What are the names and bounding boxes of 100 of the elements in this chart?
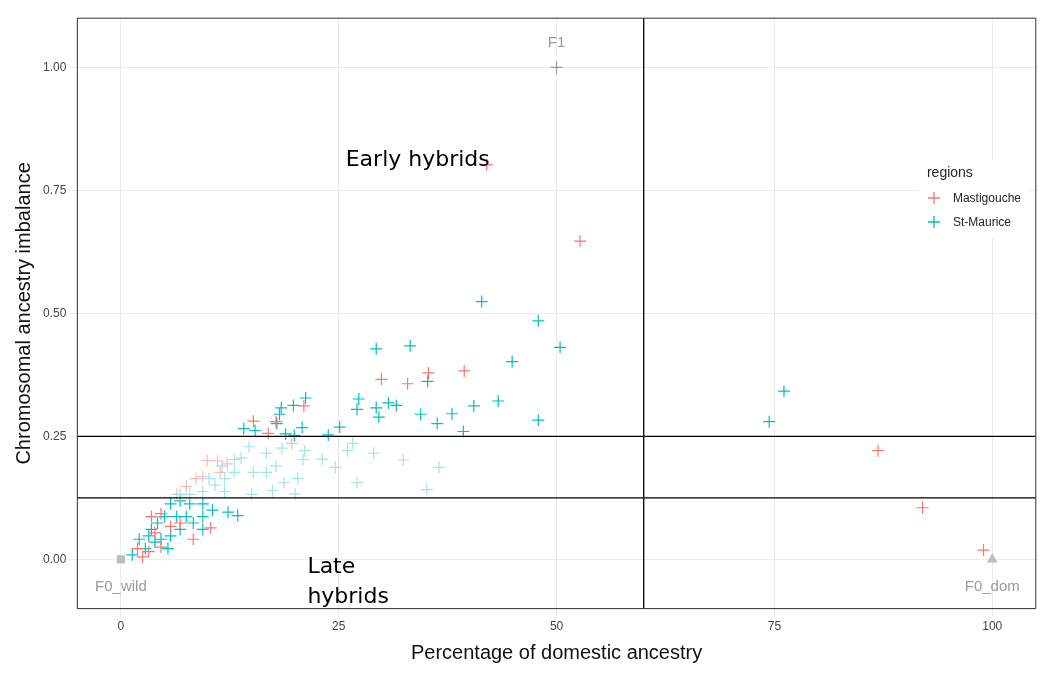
point [189, 472, 203, 486]
point [987, 553, 998, 563]
point [400, 377, 415, 391]
annotation: Early hybrids [345, 145, 490, 171]
point [237, 421, 251, 436]
x-tick-label: 100 [982, 619, 1003, 634]
point [549, 60, 564, 74]
point [132, 532, 146, 546]
point [299, 391, 313, 405]
legend-title: regions [926, 164, 974, 180]
point [777, 384, 791, 398]
point [346, 436, 360, 450]
point [297, 399, 311, 413]
point [456, 424, 470, 439]
point [179, 479, 193, 494]
point [154, 540, 168, 554]
x-axis-title: Percentage of domestic ancestry [410, 640, 703, 663]
point [976, 543, 991, 557]
point [246, 414, 260, 428]
point [414, 407, 428, 421]
point [157, 510, 172, 524]
point [420, 482, 434, 497]
point [196, 470, 210, 484]
point [295, 420, 309, 435]
point [183, 497, 197, 511]
annotation: F1 [547, 32, 566, 50]
point [144, 510, 159, 524]
point [432, 460, 446, 474]
point [396, 453, 410, 467]
point [269, 459, 283, 473]
point [248, 423, 262, 438]
x-tick-label: 0 [117, 619, 125, 634]
point [275, 441, 289, 455]
point [148, 526, 162, 540]
point [352, 392, 366, 406]
y-tick-label: 1.00 [43, 59, 67, 74]
y-axis-title: Chromosomal ancestry imbalance [11, 162, 34, 465]
point [227, 452, 241, 467]
point [170, 510, 184, 524]
point [144, 522, 159, 536]
point [553, 340, 567, 354]
point [220, 457, 234, 471]
point [116, 555, 126, 564]
point [227, 465, 241, 479]
x-tick-label: 50 [549, 619, 564, 634]
point [340, 444, 355, 458]
point [531, 413, 545, 427]
point [186, 532, 200, 546]
point [196, 510, 210, 524]
point [163, 519, 178, 534]
point [221, 505, 235, 519]
point [328, 460, 342, 474]
point [762, 415, 776, 429]
point [381, 396, 396, 410]
point [457, 364, 471, 378]
point [350, 476, 364, 490]
point [204, 521, 218, 535]
point [183, 487, 197, 502]
y-tick-label: 0.00 [43, 551, 67, 566]
point [142, 544, 156, 559]
point [163, 529, 178, 543]
x-tick-label: 25 [332, 619, 346, 634]
y-tick-label: 0.50 [43, 305, 67, 320]
point [491, 394, 505, 408]
point [389, 398, 403, 412]
point [196, 522, 210, 536]
point [218, 472, 232, 486]
point [871, 444, 885, 458]
point [234, 451, 248, 465]
point [245, 487, 259, 502]
point [321, 428, 335, 442]
point [215, 459, 229, 473]
point [259, 465, 274, 479]
annotation: F0_dom [964, 576, 1020, 594]
point [231, 509, 245, 523]
y-tick-label: 0.75 [43, 182, 67, 197]
point [265, 483, 280, 498]
point [277, 476, 291, 490]
point [261, 426, 275, 441]
point [403, 339, 417, 353]
point [242, 440, 256, 454]
point [286, 398, 301, 412]
point [374, 372, 389, 386]
point [218, 484, 232, 499]
point [367, 446, 381, 460]
point [350, 402, 364, 416]
point [125, 548, 139, 562]
point [173, 516, 187, 530]
point [279, 427, 293, 441]
point [430, 417, 444, 431]
point [163, 497, 178, 511]
point [285, 436, 299, 450]
annotation: F0_wild [95, 576, 147, 594]
point [291, 472, 305, 486]
point [573, 234, 587, 248]
point [467, 399, 481, 413]
point [246, 465, 260, 479]
point [505, 355, 519, 369]
point [915, 501, 930, 515]
point [296, 452, 310, 467]
